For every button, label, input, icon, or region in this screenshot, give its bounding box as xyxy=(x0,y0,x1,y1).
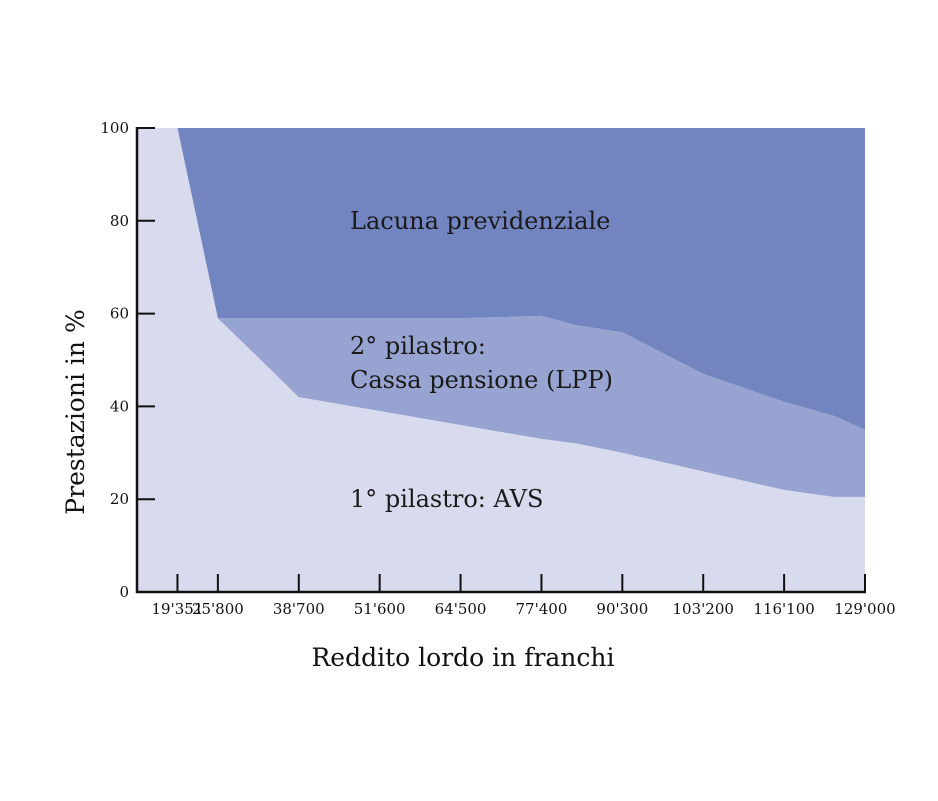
x-tick-label: 129'000 xyxy=(834,600,895,618)
x-tick-label: 116'100 xyxy=(753,600,814,618)
x-tick-label: 25'800 xyxy=(192,600,244,618)
gap-region-label: Lacuna previdenziale xyxy=(350,207,610,235)
y-tick-label: 100 xyxy=(100,119,129,137)
x-tick-label: 90'300 xyxy=(596,600,648,618)
pillar2-region-label-line2: Cassa pensione (LPP) xyxy=(350,366,613,394)
x-tick-label: 64'500 xyxy=(435,600,487,618)
chart-areas xyxy=(137,128,865,592)
x-tick-label: 103'200 xyxy=(673,600,734,618)
x-tick-label: 77'400 xyxy=(516,600,568,618)
y-tick-label: 60 xyxy=(110,305,129,323)
pillar2-region-label-line1: 2° pilastro: xyxy=(350,332,486,360)
gap-area xyxy=(137,128,865,430)
y-tick-label: 20 xyxy=(110,490,129,508)
y-tick-label: 80 xyxy=(110,212,129,230)
y-tick-label: 0 xyxy=(119,583,129,601)
chart-axes xyxy=(135,127,866,594)
x-tick-label: 19'351 xyxy=(152,600,204,618)
x-tick-label: 38'700 xyxy=(273,600,325,618)
x-tick-label: 51'600 xyxy=(354,600,406,618)
y-axis-ticks: 0 20 40 60 80 100 xyxy=(100,119,155,601)
pillar1-region-label: 1° pilastro: AVS xyxy=(350,485,543,513)
x-axis-title: Reddito lordo in franchi xyxy=(311,643,614,672)
pillar2-area xyxy=(137,128,865,497)
pillar1-area xyxy=(137,128,865,592)
y-tick-label: 40 xyxy=(110,397,129,415)
y-axis-title: Prestazioni in % xyxy=(61,309,90,514)
